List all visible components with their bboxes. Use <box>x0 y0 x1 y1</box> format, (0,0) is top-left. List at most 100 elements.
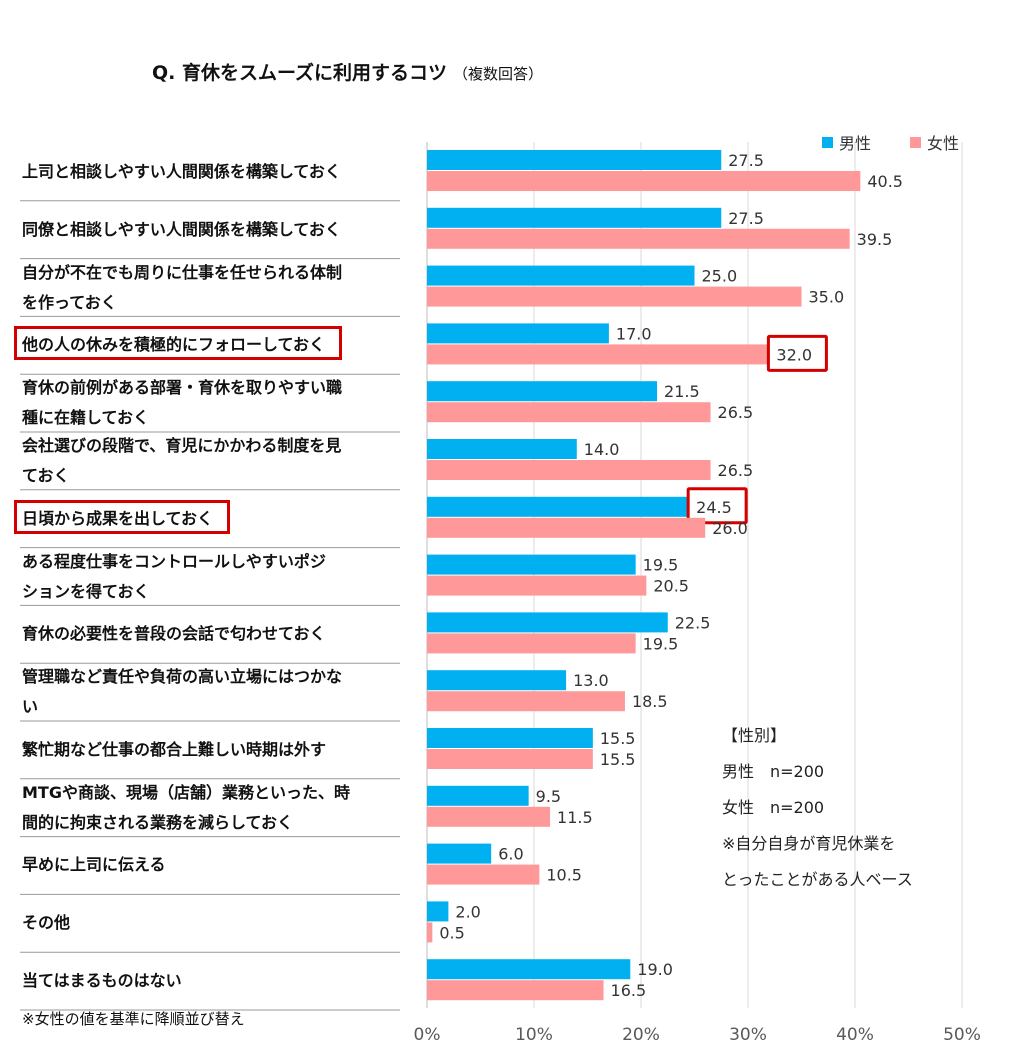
value-label-female-10: 15.5 <box>600 750 636 769</box>
category-label-line: 日頃から成果を出しておく <box>22 508 214 528</box>
legend-swatch-male <box>822 136 833 148</box>
bar-female-0 <box>427 171 861 191</box>
category-highlight-box <box>14 499 230 534</box>
bar-female-14 <box>427 980 604 1001</box>
bar-male-9 <box>427 670 567 691</box>
sample-info: 【性別】 男性 n=200 女性 n=200 ※自分自身が育児休業を とったこと… <box>722 718 913 898</box>
bar-female-13 <box>427 922 433 943</box>
bar-male-6 <box>427 496 690 517</box>
value-label-male-0: 27.5 <box>728 151 764 170</box>
bar-male-5 <box>427 439 577 459</box>
bar-female-5 <box>427 460 711 480</box>
bar-male-0 <box>427 150 722 170</box>
bar-male-4 <box>427 381 658 402</box>
category-label: その他 <box>22 896 402 950</box>
value-label-male-14: 19.0 <box>637 960 673 979</box>
bar-female-6 <box>427 517 706 538</box>
bar-male-14 <box>427 959 631 980</box>
category-label: 育休の前例がある部署・育休を取りやすい職 種に在籍しておく <box>22 376 402 430</box>
chart-title: Q. 育休をスムーズに利用するコツ （複数回答） <box>152 58 543 85</box>
bar-male-7 <box>427 554 636 575</box>
value-label-female-7: 20.5 <box>653 577 689 596</box>
value-label-female-1: 39.5 <box>857 230 893 249</box>
category-label-line: MTGや商談、現場（店舗）業務といった、時 <box>22 782 350 802</box>
category-label-line: 育休の前例がある部署・育休を取りやすい職 <box>22 378 343 398</box>
value-label-male-11: 9.5 <box>536 787 561 806</box>
category-label-line: その他 <box>22 913 71 933</box>
category-label-line: 上司と相談しやすい人間関係を構築しておく <box>22 161 341 181</box>
category-label-line: ある程度仕事をコントロールしやすいポジ <box>22 551 326 571</box>
category-label: ある程度仕事をコントロールしやすいポジ ションを得ておく <box>22 550 402 604</box>
category-label-line: 間的に拘束される業務を減らしておく <box>22 812 294 832</box>
sample-info-heading: 【性別】 <box>722 726 787 745</box>
category-label: 他の人の休みを積極的にフォローしておく <box>22 318 402 372</box>
value-label-female-4: 26.5 <box>718 403 754 422</box>
value-label-female-3: 32.0 <box>776 345 812 364</box>
category-label-line: 同僚と相談しやすい人間関係を構築しておく <box>22 219 341 239</box>
category-label: 日頃から成果を出しておく <box>22 492 402 546</box>
bar-male-11 <box>427 785 529 806</box>
category-label: 会社選びの段階で、育児にかかわる制度を見 ておく <box>22 434 402 488</box>
x-tick-label: 0% <box>414 1025 441 1045</box>
sample-info-male: 男性 n=200 <box>722 762 825 781</box>
value-label-male-9: 13.0 <box>573 671 609 690</box>
category-label-line: ておく <box>22 465 70 485</box>
category-highlight-box <box>14 326 342 361</box>
category-label-line: 早めに上司に伝える <box>22 855 166 875</box>
value-label-male-13: 2.0 <box>455 902 480 921</box>
value-label-male-2: 25.0 <box>702 267 738 286</box>
category-label: 早めに上司に伝える <box>22 839 402 893</box>
value-highlight-box <box>686 487 748 525</box>
value-label-male-12: 6.0 <box>498 845 523 864</box>
bar-female-3 <box>427 344 770 365</box>
value-label-female-2: 35.0 <box>809 288 845 307</box>
category-label-line: 会社選びの段階で、育児にかかわる制度を見 <box>22 435 342 455</box>
sample-info-note2: とったことがある人ベース <box>722 870 913 889</box>
value-label-male-1: 27.5 <box>728 209 764 228</box>
x-tick-label: 30% <box>729 1025 767 1045</box>
category-label-line: ションを得ておく <box>22 581 150 601</box>
sample-info-note1: ※自分自身が育児休業を <box>722 834 896 853</box>
bar-female-7 <box>427 575 647 596</box>
bar-male-13 <box>427 901 449 922</box>
value-label-female-8: 19.5 <box>643 634 679 653</box>
x-tick-label: 50% <box>943 1025 981 1045</box>
value-label-female-6: 26.0 <box>712 519 748 538</box>
bar-male-8 <box>427 612 668 633</box>
category-label-line: 当てはまるものはない <box>22 971 182 991</box>
category-label: 育休の必要性を普段の会話で匂わせておく <box>22 607 402 661</box>
bar-male-2 <box>427 265 695 286</box>
value-label-female-14: 16.5 <box>611 981 647 1000</box>
value-label-male-7: 19.5 <box>643 556 679 575</box>
x-tick-label: 10% <box>515 1025 553 1045</box>
category-label-line: 種に在籍しておく <box>22 408 150 428</box>
value-label-female-9: 18.5 <box>632 692 668 711</box>
value-label-female-11: 11.5 <box>557 808 593 827</box>
category-label-line: い <box>22 697 39 717</box>
category-label-line: 管理職など責任や負荷の高い立場にはつかな <box>22 667 343 687</box>
x-tick-label: 20% <box>622 1025 660 1045</box>
bar-male-12 <box>427 843 492 864</box>
category-label: MTGや商談、現場（店舗）業務といった、時 間的に拘束される業務を減らしておく <box>22 781 402 835</box>
sample-info-female: 女性 n=200 <box>722 798 825 817</box>
legend-swatch-female <box>910 136 921 148</box>
bar-male-1 <box>427 207 722 228</box>
value-label-male-4: 21.5 <box>664 382 700 401</box>
value-label-female-5: 26.5 <box>718 461 754 480</box>
value-label-male-8: 22.5 <box>675 613 711 632</box>
bar-female-9 <box>427 691 625 712</box>
footnote: ※女性の値を基準に降順並び替え <box>22 1010 245 1028</box>
x-tick-label: 40% <box>836 1025 874 1045</box>
legend-label-female: 女性 <box>927 134 960 153</box>
legend-item-female: 女性 <box>910 130 959 154</box>
category-label: 自分が不在でも周りに仕事を任せられる体制 を作っておく <box>22 261 402 315</box>
category-label-line: 自分が不在でも周りに仕事を任せられる体制 <box>22 262 343 282</box>
value-label-male-6: 24.5 <box>696 498 732 517</box>
bar-female-2 <box>427 286 802 307</box>
category-label-line: 他の人の休みを積極的にフォローしておく <box>22 335 326 355</box>
value-label-female-13: 0.5 <box>439 923 464 942</box>
category-label: 管理職など責任や負荷の高い立場にはつかない <box>22 665 402 719</box>
category-label: 同僚と相談しやすい人間関係を構築しておく <box>22 203 402 257</box>
chart-title-text: Q. 育休をスムーズに利用するコツ <box>152 62 448 84</box>
